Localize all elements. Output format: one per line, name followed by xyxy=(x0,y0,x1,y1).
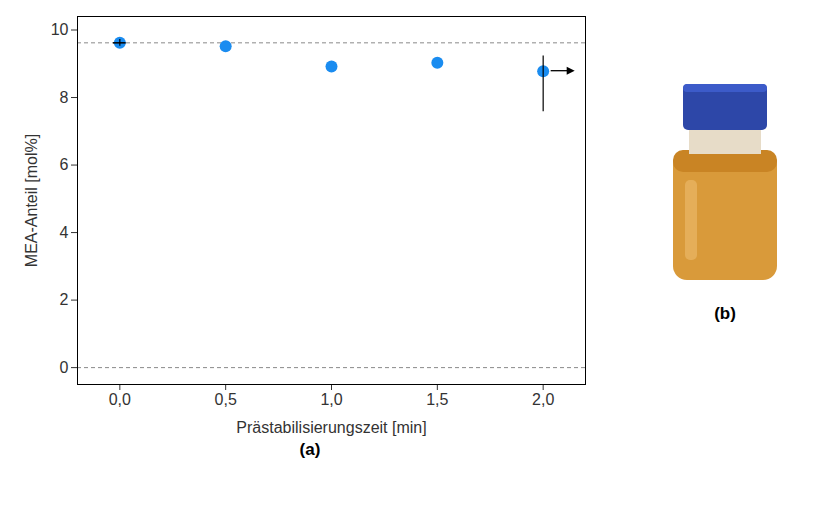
svg-text:2,0: 2,0 xyxy=(532,391,554,408)
svg-text:2: 2 xyxy=(60,291,69,308)
svg-text:0,5: 0,5 xyxy=(215,391,237,408)
svg-text:Prästabilisierungszeit [min]: Prästabilisierungszeit [min] xyxy=(236,419,426,436)
svg-text:1,0: 1,0 xyxy=(320,391,342,408)
html-text:(b): (b) xyxy=(714,304,736,323)
svg-text:4: 4 xyxy=(60,224,69,241)
svg-text:0: 0 xyxy=(60,359,69,376)
svg-text:MEA-Anteil [mol%]: MEA-Anteil [mol%] xyxy=(23,134,40,267)
svg-text:1,5: 1,5 xyxy=(426,391,448,408)
svg-text:0,0: 0,0 xyxy=(109,391,131,408)
html-text:(a): (a) xyxy=(299,440,321,459)
svg-text:8: 8 xyxy=(60,89,69,106)
svg-text:10: 10 xyxy=(51,21,69,38)
svg-text:6: 6 xyxy=(60,156,69,173)
